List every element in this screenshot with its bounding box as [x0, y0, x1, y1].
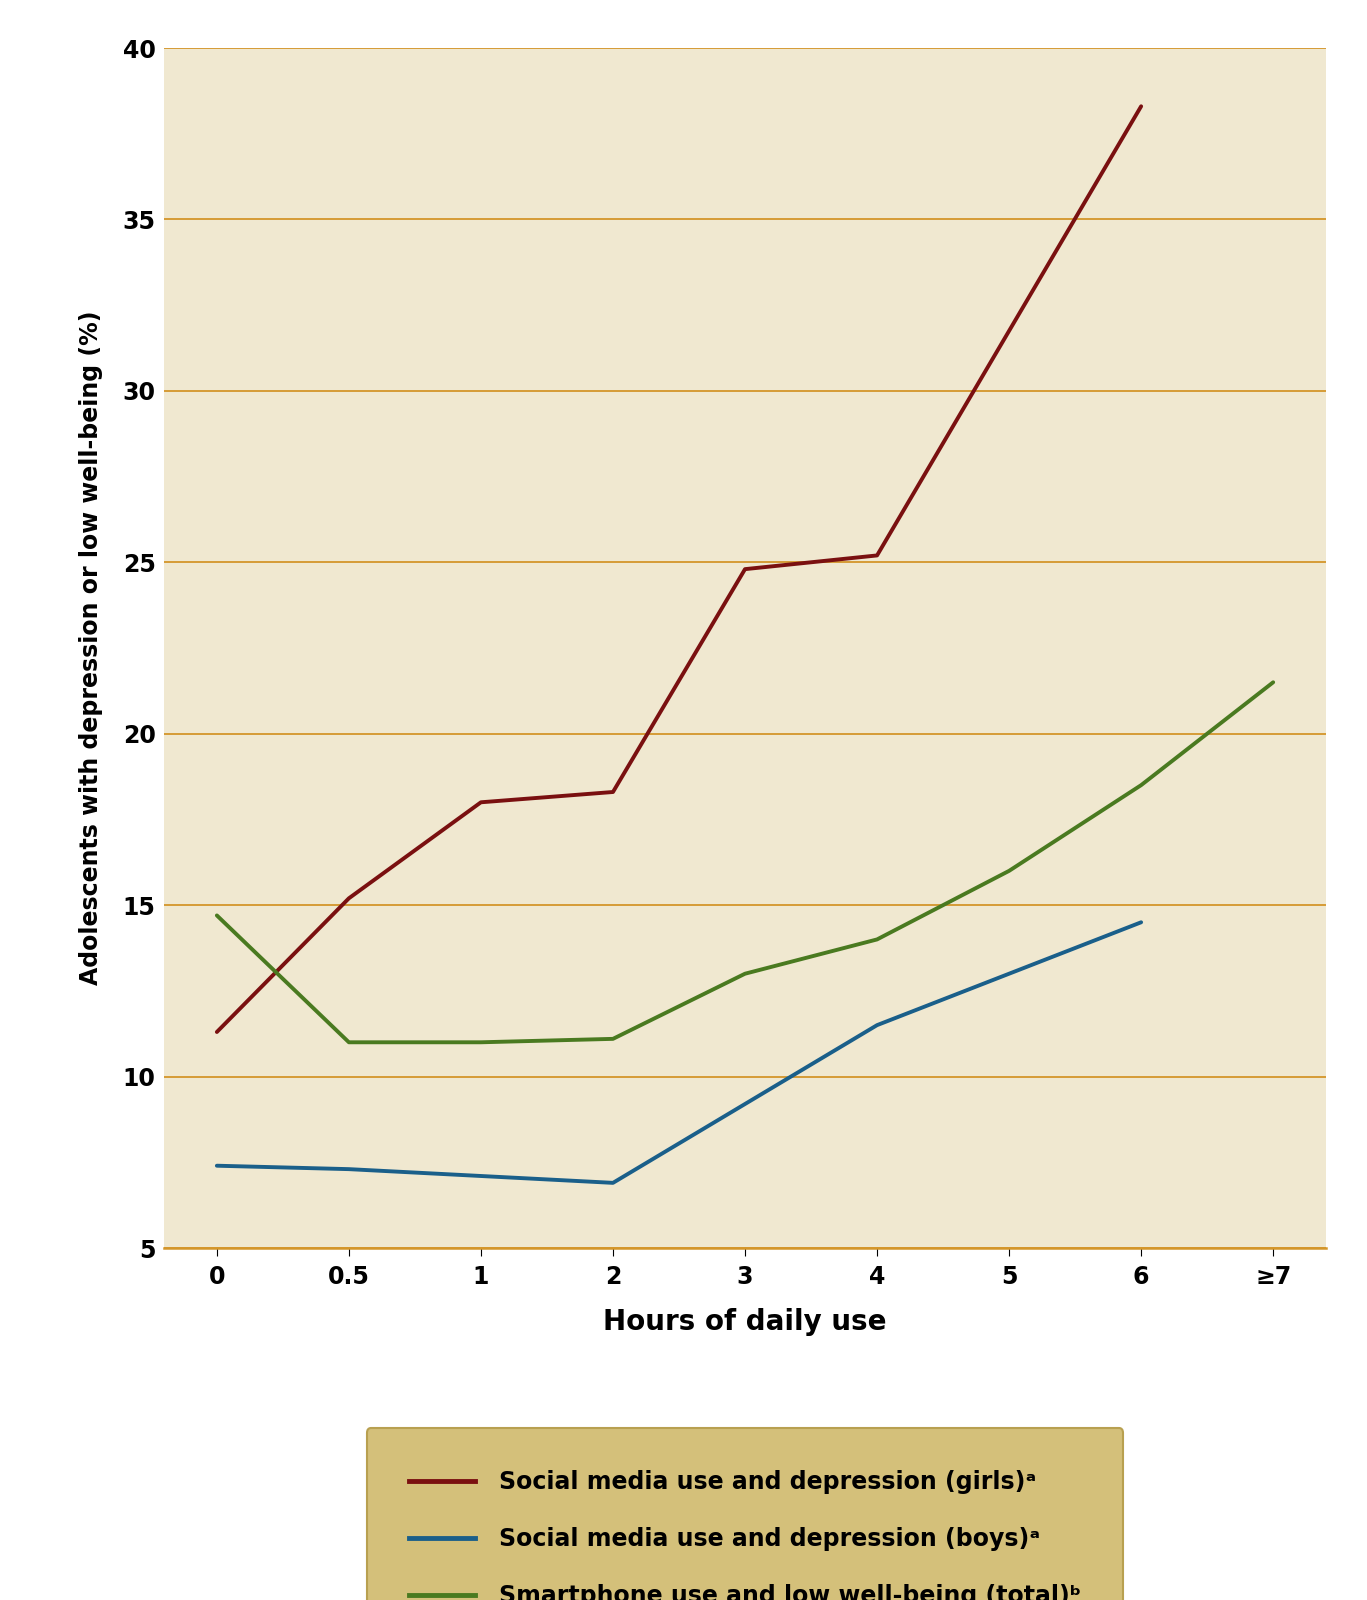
X-axis label: Hours of daily use: Hours of daily use — [603, 1309, 887, 1336]
Y-axis label: Adolescents with depression or low well-being (%): Adolescents with depression or low well-… — [79, 310, 104, 986]
Legend: Social media use and depression (girls)ᵃ, Social media use and depression (boys): Social media use and depression (girls)ᵃ… — [366, 1427, 1124, 1600]
